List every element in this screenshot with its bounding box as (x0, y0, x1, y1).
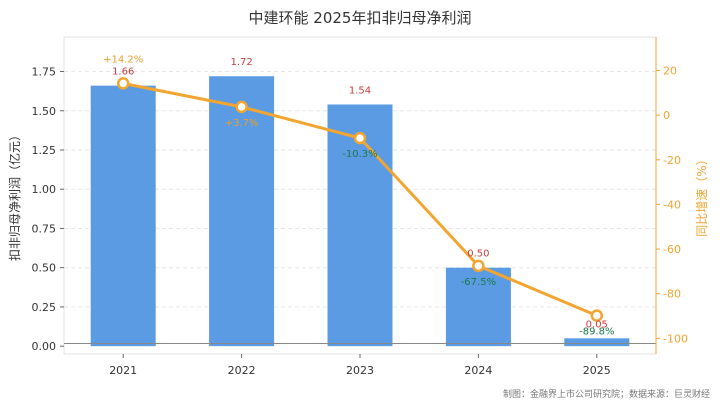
y-tick-label: 1.75 (32, 66, 57, 79)
y-tick-label: 0.00 (32, 340, 57, 353)
y2-tick-label: -40 (663, 198, 681, 211)
y-tick-label: 1.00 (32, 183, 57, 196)
left-axis: 0.00 0.25 0.50 0.75 1.00 1.25 1.50 1.75 (32, 66, 64, 353)
y2-tick-label: 20 (663, 64, 677, 77)
bar-series (90, 76, 630, 347)
source-footer: 制图：金融界上市公司研究院；数据来源：巨灵财经 (503, 388, 710, 400)
y-tick-label: 0.25 (32, 301, 57, 314)
bar (209, 76, 275, 347)
growth-line-series (116, 77, 604, 322)
growth-point (116, 77, 130, 90)
bar-value-label: 1.54 (349, 85, 371, 96)
x-tick-label: 2021 (109, 364, 137, 377)
x-tick-label: 2024 (464, 364, 492, 377)
bar-value-label: 0.05 (586, 319, 608, 330)
bar (564, 338, 630, 347)
data-labels: 1.66 1.72 1.54 0.50 0.05 +14.2% +3.7% -10.3% -67… (103, 54, 614, 337)
y-tick-label: 0.50 (32, 262, 57, 275)
gridlines (64, 71, 656, 308)
growth-point (472, 259, 485, 273)
y-tick-label: 1.25 (32, 144, 57, 157)
y2-axis-title: 同比增速（%） (695, 153, 709, 236)
bar (90, 85, 156, 347)
y-tick-label: 1.50 (32, 105, 57, 118)
x-tick-label: 2025 (583, 364, 611, 377)
right-axis: -100 -80 -60 -40 -20 0 20 (655, 37, 688, 354)
y-axis-title: 扣非归母净利润（亿元） (7, 129, 22, 261)
bar-value-label: 0.50 (467, 249, 489, 260)
growth-label: +14.2% (103, 54, 143, 65)
growth-point (590, 309, 604, 322)
y2-tick-label: -60 (663, 243, 681, 256)
chart-title: 中建环能 2025年扣非归母净利润 (249, 9, 472, 27)
growth-label: -67.5% (461, 277, 496, 288)
growth-label: -10.3% (342, 149, 377, 160)
bar-value-label: 1.66 (112, 67, 134, 78)
bar (327, 104, 393, 347)
y2-tick-label: 0 (663, 109, 670, 122)
growth-label: +3.7% (225, 118, 259, 129)
x-axis: 2021 2022 2023 2024 2025 (109, 354, 611, 377)
bar (445, 267, 511, 347)
x-tick-label: 2022 (228, 364, 256, 377)
y2-tick-label: -20 (663, 154, 681, 167)
y2-tick-label: -80 (663, 288, 681, 301)
bar-value-label: 1.72 (230, 57, 252, 68)
y2-tick-label: -100 (663, 332, 688, 345)
growth-point (235, 100, 248, 114)
y-tick-label: 0.75 (32, 222, 57, 235)
x-tick-label: 2023 (346, 364, 374, 377)
growth-point (353, 131, 367, 145)
growth-label: -89.8% (579, 327, 614, 338)
